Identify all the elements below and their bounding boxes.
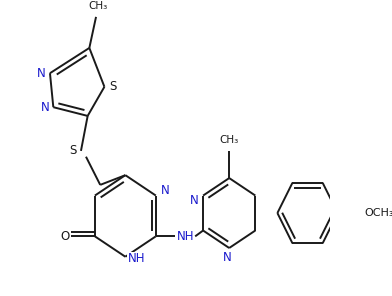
Text: N: N	[161, 184, 169, 197]
Text: N: N	[223, 251, 232, 264]
Text: CH₃: CH₃	[220, 135, 239, 145]
Text: N: N	[40, 101, 49, 114]
Text: S: S	[69, 144, 76, 157]
Text: N: N	[37, 67, 46, 80]
Text: O: O	[60, 230, 69, 243]
Text: NH: NH	[176, 230, 194, 243]
Text: NH: NH	[127, 252, 145, 265]
Text: S: S	[109, 80, 116, 93]
Text: OCH₃: OCH₃	[365, 208, 392, 218]
Text: N: N	[191, 194, 199, 207]
Text: CH₃: CH₃	[88, 1, 107, 11]
